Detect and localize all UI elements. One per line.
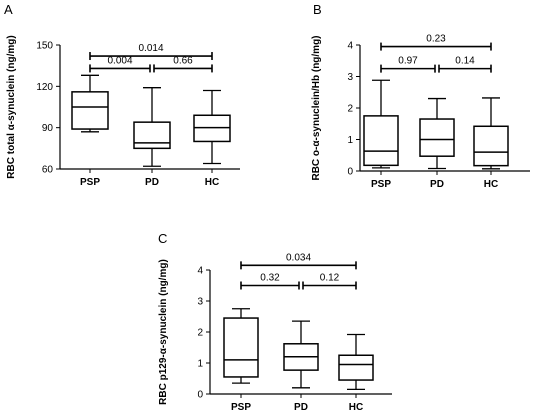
y-tick-label: 4 [347,41,353,52]
x-tick-label: PD [145,177,159,188]
p-value-label: 0.14 [455,56,475,67]
box-iqr [419,118,455,157]
box-iqr [133,121,171,150]
p-value-label: 0.014 [138,43,163,54]
comparison-bracket: 0.32 [240,273,300,290]
y-tick-label: 60 [42,165,54,176]
box-psp [363,79,399,169]
box-psp [71,74,109,133]
box-hc [473,97,509,170]
box-iqr [338,354,374,381]
x-tick-label: PSP [80,177,100,188]
box-psp [223,308,259,384]
p-value-label: 0.12 [320,273,340,284]
chart-panel-a: A 60 90 120 150 RBC total α-synuclein (ng/mg)… [4,2,240,188]
box-iqr [223,317,259,378]
y-tick-label: 3 [197,297,203,308]
p-value-label: 0.23 [426,34,446,45]
p-value-label: 0.004 [107,55,132,66]
y-tick-label: 0 [197,390,203,401]
y-tick-label: 2 [197,328,203,339]
comparison-bracket: 0.97 [380,56,436,73]
comparison-bracket: 0.23 [380,34,492,51]
box-hc [338,333,374,391]
y-tick-label: 2 [347,104,353,115]
panel-label: C [158,231,167,246]
comparison-bracket: 0.034 [240,252,357,270]
y-axis-label: RBC p129-α-synuclein (ng/mg) [158,259,169,405]
box-iqr [363,115,399,167]
y-tick-label: 120 [36,82,53,93]
p-value-label: 0.034 [286,252,311,263]
x-tick-label: PD [294,402,308,413]
x-tick-label: PSP [371,179,391,190]
box-iqr [473,125,509,167]
p-value-label: 0.32 [260,273,280,284]
comparison-bracket: 0.014 [89,43,213,61]
x-tick-label: HC [484,179,498,190]
chart-panel-b: B 0 1 2 3 4 RBC o-α-synuclein/Hb (ng/mg) PSP PD H… [311,2,530,190]
y-tick-label: 3 [347,72,353,83]
comparison-bracket: 0.66 [153,55,213,73]
chart-panel-c: C 0 1 2 3 4 RBC p129-α-synuclein (ng/mg) PSP PD H… [158,231,392,413]
box-pd [419,97,455,170]
y-tick-label: 1 [347,135,353,146]
y-tick-label: 1 [197,359,203,370]
box-pd [133,87,171,167]
x-tick-label: HC [205,177,219,188]
panel-label: B [313,2,322,17]
y-tick-label: 90 [42,123,54,134]
panel-label: A [4,2,13,17]
p-value-label: 0.97 [398,56,418,67]
x-tick-label: PD [430,179,444,190]
comparison-bracket: 0.004 [89,55,151,73]
box-hc [193,89,231,165]
y-axis-label: RBC total α-synuclein (ng/mg) [6,35,17,178]
box-iqr [71,91,109,130]
x-tick-label: HC [349,402,363,413]
comparison-bracket: 0.12 [302,273,357,290]
x-tick-label: PSP [231,402,251,413]
y-tick-label: 0 [347,167,353,178]
box-pd [283,320,319,389]
y-tick-label: 4 [197,266,203,277]
comparison-bracket: 0.14 [438,56,492,73]
y-axis-label: RBC o-α-synuclein/Hb (ng/mg) [311,35,322,180]
p-value-label: 0.66 [173,55,193,66]
y-tick-label: 150 [36,41,53,52]
